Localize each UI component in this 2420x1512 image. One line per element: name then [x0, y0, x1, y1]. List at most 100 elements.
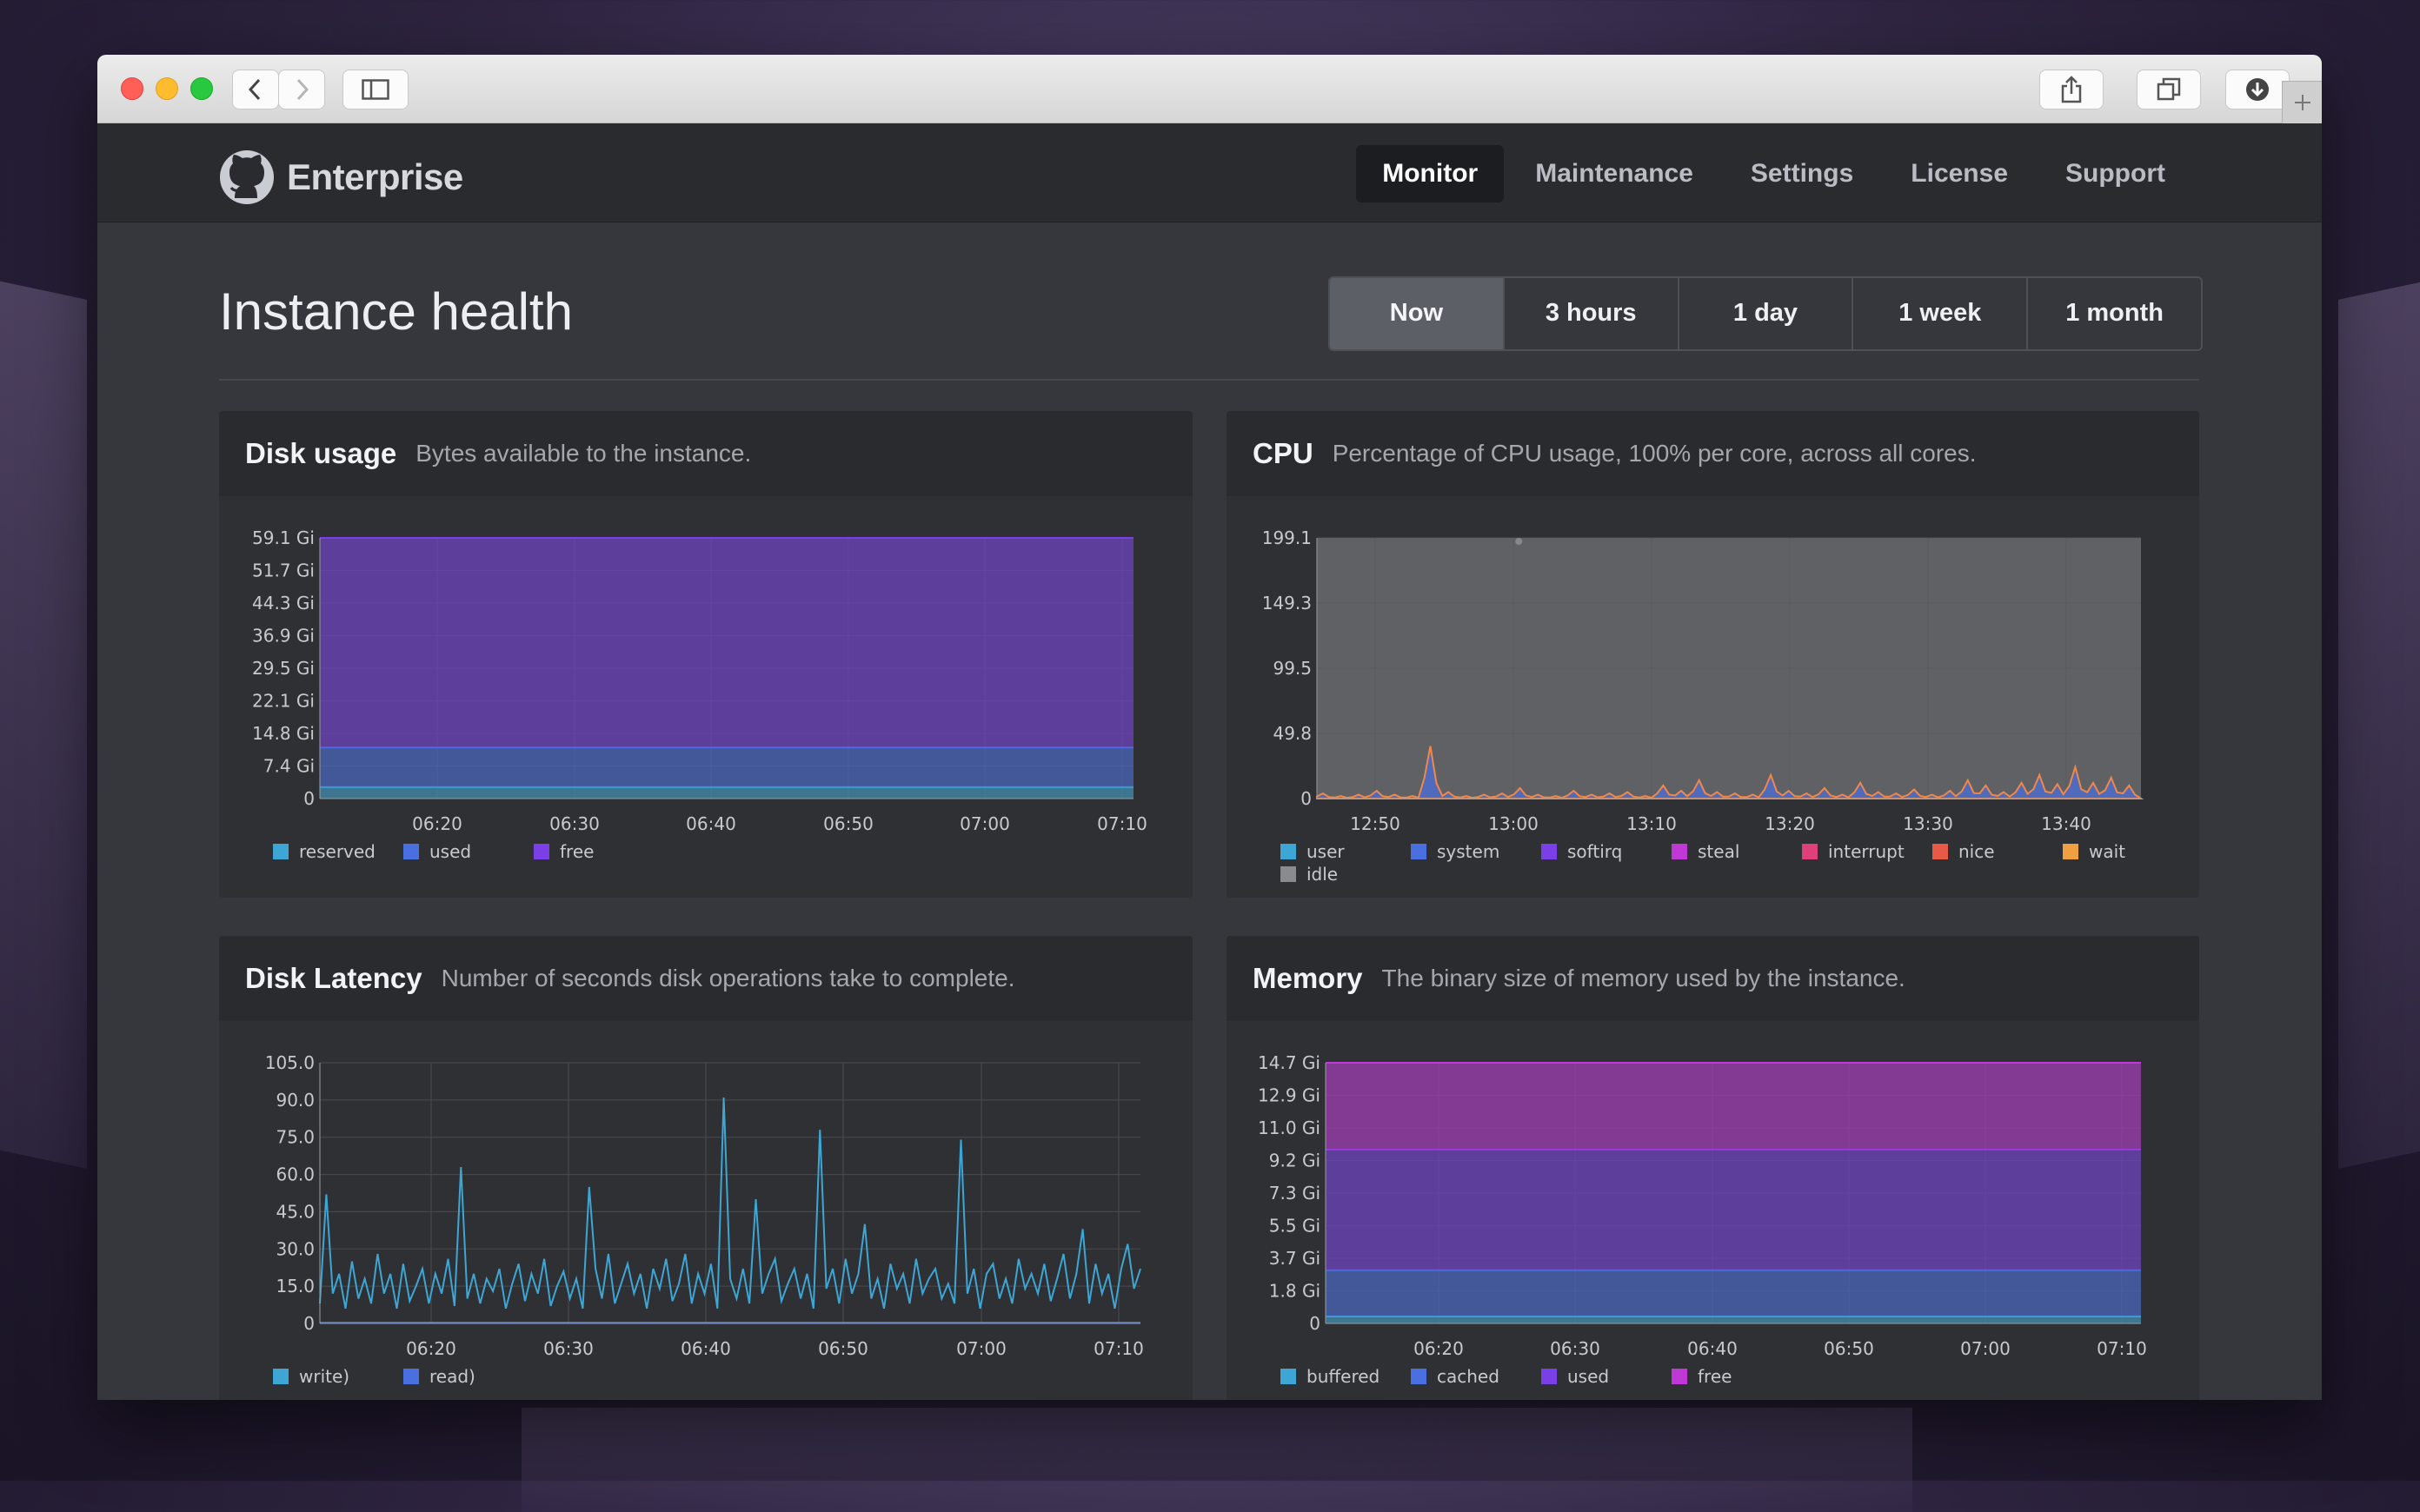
legend-swatch — [1280, 844, 1296, 859]
legend-swatch — [1280, 866, 1296, 882]
y-tick-label: 0 — [1309, 1313, 1320, 1334]
sidebar-icon — [362, 79, 389, 100]
range-1-week[interactable]: 1 week — [1852, 278, 2027, 349]
disk-latency-panel: Disk Latency Number of seconds disk oper… — [219, 936, 1193, 1400]
area-band-reserved — [320, 786, 1134, 799]
panel-title: CPU — [1253, 437, 1313, 469]
area-band-cached — [1326, 1270, 2141, 1316]
legend-swatch — [1280, 1369, 1296, 1384]
y-tick-label: 149.3 — [1262, 593, 1312, 613]
nav-support[interactable]: Support — [2065, 159, 2165, 188]
legend-swatch — [1802, 844, 1818, 859]
x-tick-label: 06:20 — [406, 1338, 456, 1359]
range-now[interactable]: Now — [1330, 278, 1503, 349]
y-tick-label: 3.7 Gi — [1269, 1248, 1320, 1269]
range-3-hours[interactable]: 3 hours — [1502, 278, 1678, 349]
browser-window: Enterprise Monitor Maintenance Settings … — [97, 55, 2322, 1400]
y-tick-label: 1.8 Gi — [1269, 1281, 1320, 1302]
area-band-free — [1326, 1063, 2141, 1150]
y-tick-label: 9.2 Gi — [1269, 1151, 1320, 1171]
forward-button[interactable] — [278, 70, 325, 109]
maximize-window-button[interactable] — [190, 77, 213, 100]
x-tick-label: 06:40 — [681, 1338, 731, 1359]
disk-latency-chart: 0 15.0 30.0 45.0 60.0 75.0 90.0 105.0 06:20 06:30… — [265, 1052, 1144, 1387]
legend-swatch — [1411, 844, 1426, 859]
panel-subtitle: The binary size of memory used by the in… — [1381, 965, 1905, 991]
x-tick-label: 13:20 — [1765, 813, 1815, 834]
share-button[interactable] — [2039, 70, 2104, 109]
area-band-idle — [1317, 538, 2141, 799]
chevron-left-icon — [248, 78, 261, 101]
brand-name: Enterprise — [287, 156, 463, 197]
panel-subtitle: Bytes available to the instance. — [416, 440, 752, 467]
area-line-user — [1316, 746, 2144, 799]
legend-swatch — [1672, 844, 1687, 859]
page-title: Instance health — [219, 282, 573, 341]
downloads-button[interactable] — [2225, 70, 2290, 109]
y-tick-label: 14.8 Gi — [252, 723, 315, 744]
title-divider — [219, 379, 2199, 381]
x-tick-label: 06:50 — [823, 813, 874, 834]
y-tick-label: 51.7 Gi — [252, 560, 315, 581]
x-tick-label: 06:50 — [1824, 1338, 1874, 1359]
y-tick-label: 7.4 Gi — [263, 756, 315, 777]
x-tick-label: 07:00 — [956, 1338, 1007, 1359]
chevron-right-icon — [296, 78, 309, 101]
legend-label: wait — [2089, 841, 2125, 862]
x-tick-label: 06:30 — [549, 813, 600, 834]
legend-label: used — [1567, 1366, 1609, 1387]
nav-monitor[interactable]: Monitor — [1356, 145, 1505, 202]
panel-header: Disk Latency Number of seconds disk oper… — [219, 936, 1193, 1021]
legend-swatch — [273, 844, 289, 859]
range-1-month[interactable]: 1 month — [2026, 278, 2201, 349]
legend-label: softirq — [1567, 841, 1622, 862]
legend-swatch — [403, 1369, 419, 1384]
back-button[interactable] — [232, 70, 279, 109]
y-tick-label: 14.7 Gi — [1258, 1052, 1320, 1073]
nav-settings[interactable]: Settings — [1750, 159, 1854, 188]
main-content: Instance health Now 3 hours 1 day 1 week… — [97, 222, 2322, 1400]
tabs-overview-button[interactable] — [2137, 70, 2201, 109]
y-tick-label: 199.1 — [1262, 527, 1312, 548]
nav-maintenance[interactable]: Maintenance — [1535, 159, 1693, 188]
x-tick-label: 13:40 — [2041, 813, 2091, 834]
y-tick-label: 15.0 — [276, 1276, 315, 1296]
brand[interactable]: Enterprise — [219, 149, 463, 205]
legend-label: cached — [1437, 1366, 1499, 1387]
memory-chart: 0 1.8 Gi 3.7 Gi 5.5 Gi 7.3 Gi 9.2 Gi 11.0 Gi 12… — [1258, 1052, 2147, 1387]
new-tab-button[interactable] — [2282, 81, 2322, 123]
tabs-icon — [2157, 77, 2181, 101]
range-1-day[interactable]: 1 day — [1677, 278, 1852, 349]
x-tick-label: 07:00 — [1960, 1338, 2011, 1359]
close-window-button[interactable] — [121, 77, 143, 100]
x-tick-label: 13:00 — [1488, 813, 1539, 834]
legend-label: read) — [429, 1366, 475, 1387]
legend-swatch — [403, 844, 419, 859]
y-tick-label: 36.9 Gi — [252, 626, 315, 647]
y-tick-label: 11.0 Gi — [1258, 1117, 1320, 1138]
x-tick-label: 06:20 — [412, 813, 462, 834]
browser-titlebar — [97, 55, 2322, 123]
y-tick-label: 12.9 Gi — [1258, 1085, 1320, 1106]
disk-usage-panel: Disk usage Bytes available to the instan… — [219, 411, 1193, 898]
legend-swatch — [1672, 1369, 1687, 1384]
nav-license[interactable]: License — [1911, 159, 2009, 188]
x-tick-label: 06:20 — [1413, 1338, 1464, 1359]
panel-subtitle: Number of seconds disk operations take t… — [441, 965, 1015, 991]
y-tick-label: 99.5 — [1273, 658, 1312, 679]
y-tick-label: 59.1 Gi — [252, 527, 315, 548]
minimize-window-button[interactable] — [156, 77, 178, 100]
legend-swatch — [273, 1369, 289, 1384]
sidebar-toggle-button[interactable] — [342, 70, 409, 109]
panel-title: Disk usage — [245, 437, 397, 469]
x-tick-label: 13:10 — [1626, 813, 1677, 834]
x-tick-label: 07:10 — [2097, 1338, 2147, 1359]
memory-panel: Memory The binary size of memory used by… — [1227, 936, 2199, 1400]
legend-swatch — [1932, 844, 1948, 859]
octocat-icon — [220, 150, 274, 204]
wallpaper-slat — [522, 1408, 1912, 1512]
panel-header: Disk usage Bytes available to the instan… — [219, 411, 1193, 496]
y-tick-label: 29.5 Gi — [252, 658, 315, 679]
wallpaper-slat — [2338, 274, 2420, 1169]
x-tick-label: 06:40 — [1687, 1338, 1738, 1359]
